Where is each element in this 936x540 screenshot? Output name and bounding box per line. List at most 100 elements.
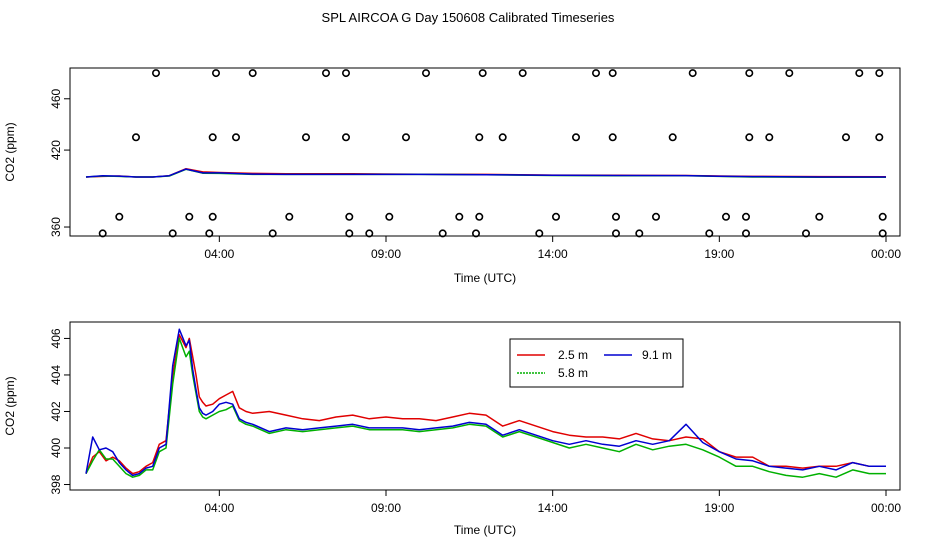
calibration-point	[608, 69, 617, 78]
calibration-point	[705, 229, 714, 238]
top-y-tick-label: 460	[49, 88, 63, 108]
calibration-point	[345, 229, 354, 238]
legend: 2.5 m 9.1 m 5.8 m	[509, 338, 684, 388]
bottom-y-tick-label: 400	[49, 438, 63, 458]
calibration-point	[741, 229, 750, 238]
calibration-point	[745, 69, 754, 78]
calibration-point	[212, 69, 221, 78]
bottom-series-line-9-1-m	[85, 328, 886, 477]
calibration-point	[765, 133, 774, 142]
calibration-point	[301, 133, 310, 142]
calibration-point	[268, 229, 277, 238]
bottom-y-axis-title: CO2 (ppm)	[3, 376, 17, 435]
bottom-plot-frame	[69, 321, 901, 491]
calibration-point	[551, 212, 560, 221]
calibration-point	[478, 69, 487, 78]
calibration-point	[421, 69, 430, 78]
calibration-point	[591, 69, 600, 78]
calibration-point	[518, 69, 527, 78]
calibration-point	[438, 229, 447, 238]
top-x-tick-label: 00:00	[871, 247, 901, 261]
calibration-point	[341, 133, 350, 142]
calibration-point	[878, 212, 887, 221]
calibration-point	[455, 212, 464, 221]
bottom-y-tick-label: 404	[49, 365, 63, 385]
bottom-x-tick-label: 04:00	[204, 501, 234, 515]
bottom-y-tick-label: 398	[49, 474, 63, 494]
bottom-x-axis: 04:00 09:00 14:00 19:00 00:00	[204, 490, 901, 515]
top-series-line-9-1-m	[85, 168, 886, 178]
calibration-point	[875, 133, 884, 142]
calibration-point	[815, 212, 824, 221]
calibration-point	[635, 229, 644, 238]
calibration-point	[535, 229, 544, 238]
top-x-tick-label: 19:00	[704, 247, 734, 261]
calibration-point	[651, 212, 660, 221]
calibration-point	[785, 69, 794, 78]
bottom-x-tick-label: 14:00	[538, 501, 568, 515]
calibration-point	[688, 69, 697, 78]
top-x-tick-label: 04:00	[204, 247, 234, 261]
top-y-axis-title: CO2 (ppm)	[3, 122, 17, 181]
chart-title: SPL AIRCOA G Day 150608 Calibrated Times…	[322, 10, 615, 25]
calibration-point	[152, 69, 161, 78]
bottom-x-tick-label: 19:00	[704, 501, 734, 515]
top-x-tick-label: 14:00	[538, 247, 568, 261]
bottom-x-axis-title: Time (UTC)	[454, 523, 516, 537]
bottom-series-line-5-8-m	[85, 337, 886, 478]
calibration-point	[132, 133, 141, 142]
legend-label-5-8m: 5.8 m	[558, 366, 588, 380]
calibration-point	[741, 212, 750, 221]
calibration-point	[341, 69, 350, 78]
top-x-axis: 04:00 09:00 14:00 19:00 00:00	[204, 236, 901, 261]
bottom-x-tick-label: 09:00	[371, 501, 401, 515]
calibration-point	[321, 69, 330, 78]
bottom-series-line-2-5-m	[85, 334, 886, 475]
calibration-point	[841, 133, 850, 142]
calibration-point	[98, 229, 107, 238]
top-y-tick-label: 360	[49, 217, 63, 237]
calibration-point	[185, 212, 194, 221]
top-y-axis: 360 420 460	[49, 88, 70, 237]
legend-label-9-1m: 9.1 m	[642, 348, 672, 362]
calibration-point	[365, 229, 374, 238]
calibration-point	[608, 133, 617, 142]
calibration-point	[571, 133, 580, 142]
bottom-x-tick-label: 00:00	[871, 501, 901, 515]
calibration-point	[115, 212, 124, 221]
calibration-point	[168, 229, 177, 238]
calibration-point	[285, 212, 294, 221]
calibration-point	[855, 69, 864, 78]
calibration-point	[208, 212, 217, 221]
calibration-point	[401, 133, 410, 142]
calibration-point	[232, 133, 241, 142]
calibration-point	[611, 212, 620, 221]
calibration-point	[721, 212, 730, 221]
calibration-point	[345, 212, 354, 221]
calibration-point	[875, 69, 884, 78]
bottom-panel-zoomed-timeseries: 04:00 09:00 14:00 19:00 00:00 398 400 402 404 40…	[3, 321, 901, 537]
calibration-point	[611, 229, 620, 238]
calibration-point	[475, 133, 484, 142]
legend-label-2-5m: 2.5 m	[558, 348, 588, 362]
bottom-plot-marks	[85, 328, 886, 478]
calibration-point	[878, 229, 887, 238]
top-y-tick-label: 420	[49, 140, 63, 160]
calibration-point	[801, 229, 810, 238]
calibration-point	[205, 229, 214, 238]
calibration-point	[498, 133, 507, 142]
calibration-point	[208, 133, 217, 142]
calibration-point	[248, 69, 257, 78]
bottom-y-tick-label: 406	[49, 328, 63, 348]
calibration-point	[471, 229, 480, 238]
calibration-point	[668, 133, 677, 142]
calibration-point	[745, 133, 754, 142]
top-x-axis-title: Time (UTC)	[454, 271, 516, 285]
bottom-y-tick-label: 402	[49, 401, 63, 421]
top-panel-calibration-timeseries: 04:00 09:00 14:00 19:00 00:00 360 420 460 Time…	[3, 67, 901, 285]
bottom-y-axis: 398 400 402 404 406	[49, 328, 70, 495]
calibration-point	[475, 212, 484, 221]
top-plot-marks	[85, 69, 887, 238]
top-x-tick-label: 09:00	[371, 247, 401, 261]
